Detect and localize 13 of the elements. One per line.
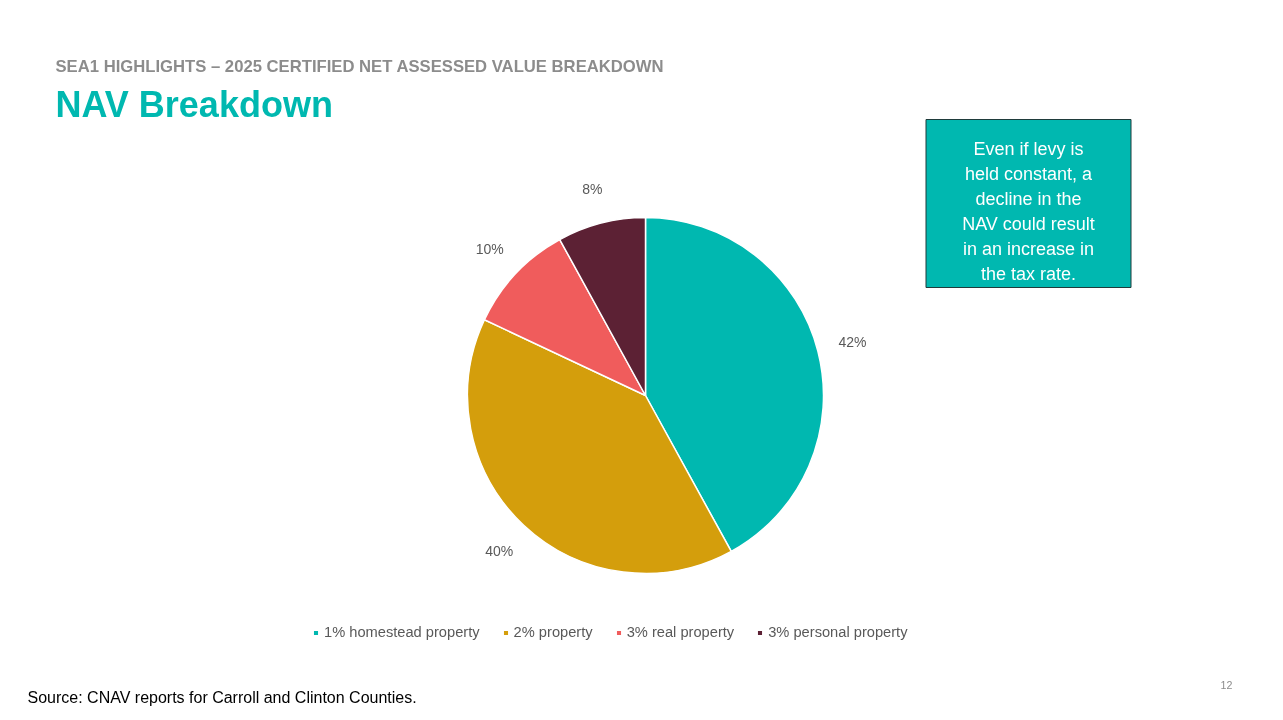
source-note: Source: CNAV reports for Carroll and Clinton Counties. [27, 689, 417, 706]
legend-label: 2% property [513, 624, 593, 640]
chart-title: NAV Breakdown [55, 84, 333, 125]
legend-label: 1% homestead property [324, 624, 480, 640]
text: 12 [1220, 678, 1233, 691]
data-label: 10% [475, 241, 504, 258]
legend-label: 3% real property [626, 624, 735, 640]
chart-subtitle: SEA1 HIGHLIGHTS – 2025 CERTIFIED NET ASSESSED VALUE BREAKDOWN [55, 57, 664, 76]
data-label: 42% [838, 334, 867, 351]
legend-label: 3% personal property [768, 624, 908, 640]
text: Even if levy is held constant, a decline in the NAV could result in an increase in the tax rate. [962, 138, 1095, 284]
data-label: 8% [582, 180, 603, 197]
data-label: 40% [485, 543, 514, 560]
